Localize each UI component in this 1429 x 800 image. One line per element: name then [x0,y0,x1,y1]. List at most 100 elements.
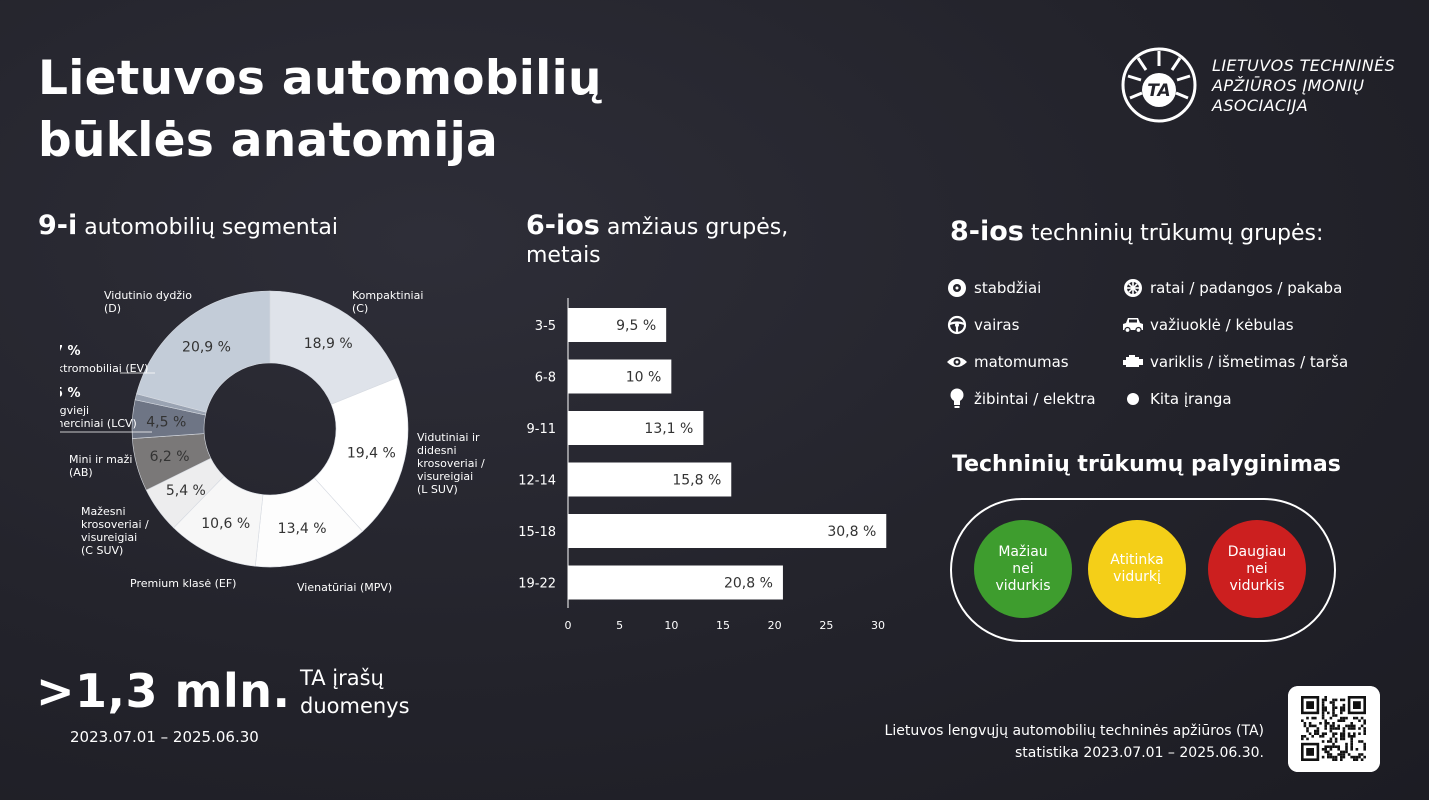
bar-category-label-2: 9-11 [526,422,556,437]
records-label: TA įrašų duomenys [300,664,410,720]
bar-value-label-0: 9,5 % [616,318,656,334]
segments-heading: 9-i automobilių segmentai [38,212,338,242]
light-bulb-icon [946,388,968,410]
label-mini-ab-line-1: (AB) [69,466,93,479]
segments-heading-text: automobilių segmentai [77,215,338,240]
page-title-line1: Lietuvos automobilių [38,51,602,106]
bar-15-18 [568,514,887,548]
bar-category-label-1: 6-8 [535,371,556,386]
above-average-light: Daugiau nei vidurkis [1208,520,1306,618]
x-tick-label-0: 0 [565,619,572,632]
defect-group-label: stabdžiai [974,279,1042,297]
label-l-suv-line-2: krosoveriai / [417,457,485,470]
average-light: Atitinka vidurkį [1088,520,1186,618]
source-note-line2: statistika 2023.07.01 – 2025.06.30. [1015,745,1264,761]
association-line1: LIETUVOS TECHNINĖS [1212,56,1396,75]
bar-value-label-5: 20,8 % [724,576,773,592]
records-label-line1: TA įrašų [300,666,384,690]
bar-value-label-1: 10 % [626,370,662,386]
traffic-light-panel: Mažiau nei vidurkis Atitinka vidurkį Dau… [950,498,1336,642]
donut-value-label-2: 13,4 % [278,521,327,537]
donut-value-label-8: 20,9 % [182,340,231,356]
label-lcv-line-1: Lengvieji [60,404,89,417]
bar-value-label-4: 30,8 % [827,524,876,540]
bar-9-11 [568,411,704,445]
bar-3-5 [568,308,667,342]
defects-heading-num: 8-ios [950,216,1024,247]
bar-category-label-4: 15-18 [518,525,556,540]
defect-group-steering: vairas [946,314,1096,336]
below-average-label: Mažiau nei vidurkis [995,543,1051,594]
label-ev-line-1: Elektromobiliai (EV) [60,362,148,375]
segments-donut-chart: 18,9 % 19,4 % 13,4 % 10,6 % 5,4 % 6,2 % 4,5 % 2… [60,289,485,594]
label-compact-c-line-1: (C) [352,302,368,315]
donut-value-label-5: 6,2 % [150,449,190,465]
bar-value-label-2: 13,1 % [644,421,693,437]
defect-group-brakes: stabdžiai [946,277,1096,299]
logo-text: TA [1147,81,1170,101]
defect-group-label: vairas [974,316,1020,334]
records-label-line2: duomenys [300,694,410,718]
x-tick-label-6: 30 [871,619,885,632]
defect-group-label: važiuoklė / kėbulas [1150,316,1294,334]
label-ev-line-0: 0,7 % [60,344,81,359]
defect-group-wheels: ratai / padangos / pakaba [1122,277,1348,299]
label-lcv-line-2: komerciniai (LCV) [60,417,137,430]
defect-group-label: ratai / padangos / pakaba [1150,279,1343,297]
donut-value-label-1: 19,4 % [347,445,396,461]
label-mpv-line-0: Vienatūriai (MPV) [297,581,392,594]
bar-category-label-5: 19-22 [518,577,556,592]
records-count: >1,3 mln. [36,664,291,718]
wheel-icon [1122,277,1144,299]
label-l-suv-line-0: Vidutiniai ir [417,431,480,444]
bar-category-label-0: 3-5 [535,319,556,334]
defect-groups-col2: ratai / padangos / pakaba važiuoklė / kė… [1122,277,1348,425]
x-tick-label-3: 15 [716,619,730,632]
defect-group-engine: variklis / išmetimas / tarša [1122,351,1348,373]
brake-disc-icon [946,277,968,299]
label-mid-d-line-0: Vidutinio dydžio [104,289,192,302]
label-l-suv-line-4: (L SUV) [417,483,458,496]
donut-value-label-0: 18,9 % [304,336,353,352]
above-average-label: Daugiau nei vidurkis [1227,543,1287,594]
bar-19-22 [568,565,783,600]
donut-value-label-4: 5,4 % [166,483,206,499]
label-c-suv-line-3: (C SUV) [81,544,123,557]
page-title: Lietuvos automobilių būklės anatomija [38,48,602,172]
x-tick-label-2: 10 [664,619,678,632]
bar-category-label-3: 12-14 [518,474,556,489]
ages-heading: 6-ios amžiaus grupės, metais [526,212,788,270]
below-average-light: Mažiau nei vidurkis [974,520,1072,618]
donut-value-label-3: 10,6 % [201,516,250,532]
label-c-suv-line-0: Mažesni [81,505,126,518]
dot-icon [1122,388,1144,410]
label-l-suv-line-3: visureigiai [417,470,473,483]
defect-groups-col1: stabdžiai vairas matomumas žibintai / el… [946,277,1096,425]
age-groups-bar-chart: 9,5 % 3-5 10 % 6-8 13,1 % 9-11 15,8 % 12-14 30,8… [518,298,887,632]
defect-group-body: važiuoklė / kėbulas [1122,314,1348,336]
label-mini-ab-line-0: Mini ir maži [69,453,132,466]
label-mid-d-line-1: (D) [104,302,121,315]
bar-6-8 [568,359,672,394]
average-label: Atitinka vidurkį [1110,552,1164,585]
donut-slice-0 [269,290,399,405]
association-line3: ASOCIACIJA [1212,96,1309,115]
defect-group-lights: žibintai / elektra [946,388,1096,410]
defect-group-label: Kita įranga [1150,390,1232,408]
donut-value-label-6: 4,5 % [146,414,186,430]
association-name: LIETUVOS TECHNINĖS APŽIŪROS ĮMONIŲ ASOCI… [1212,56,1395,116]
ages-heading-line2: metais [526,243,601,268]
label-l-suv-line-1: didesni [417,444,457,457]
x-tick-label-1: 5 [616,619,623,632]
page-title-line2: būklės anatomija [38,113,499,168]
donut-slice-8 [136,290,271,413]
label-compact-c-line-0: Kompaktiniai [352,289,423,302]
association-logo: TA [1121,47,1197,123]
comparison-heading: Techninių trūkumų palyginimas [952,452,1341,477]
engine-icon [1122,351,1144,373]
qr-code[interactable] [1288,686,1380,772]
x-tick-label-4: 20 [768,619,782,632]
defects-heading-text: techninių trūkumų grupės: [1023,221,1324,246]
label-c-suv-line-2: visureigiai [81,531,137,544]
defect-group-label: variklis / išmetimas / tarša [1150,353,1349,371]
